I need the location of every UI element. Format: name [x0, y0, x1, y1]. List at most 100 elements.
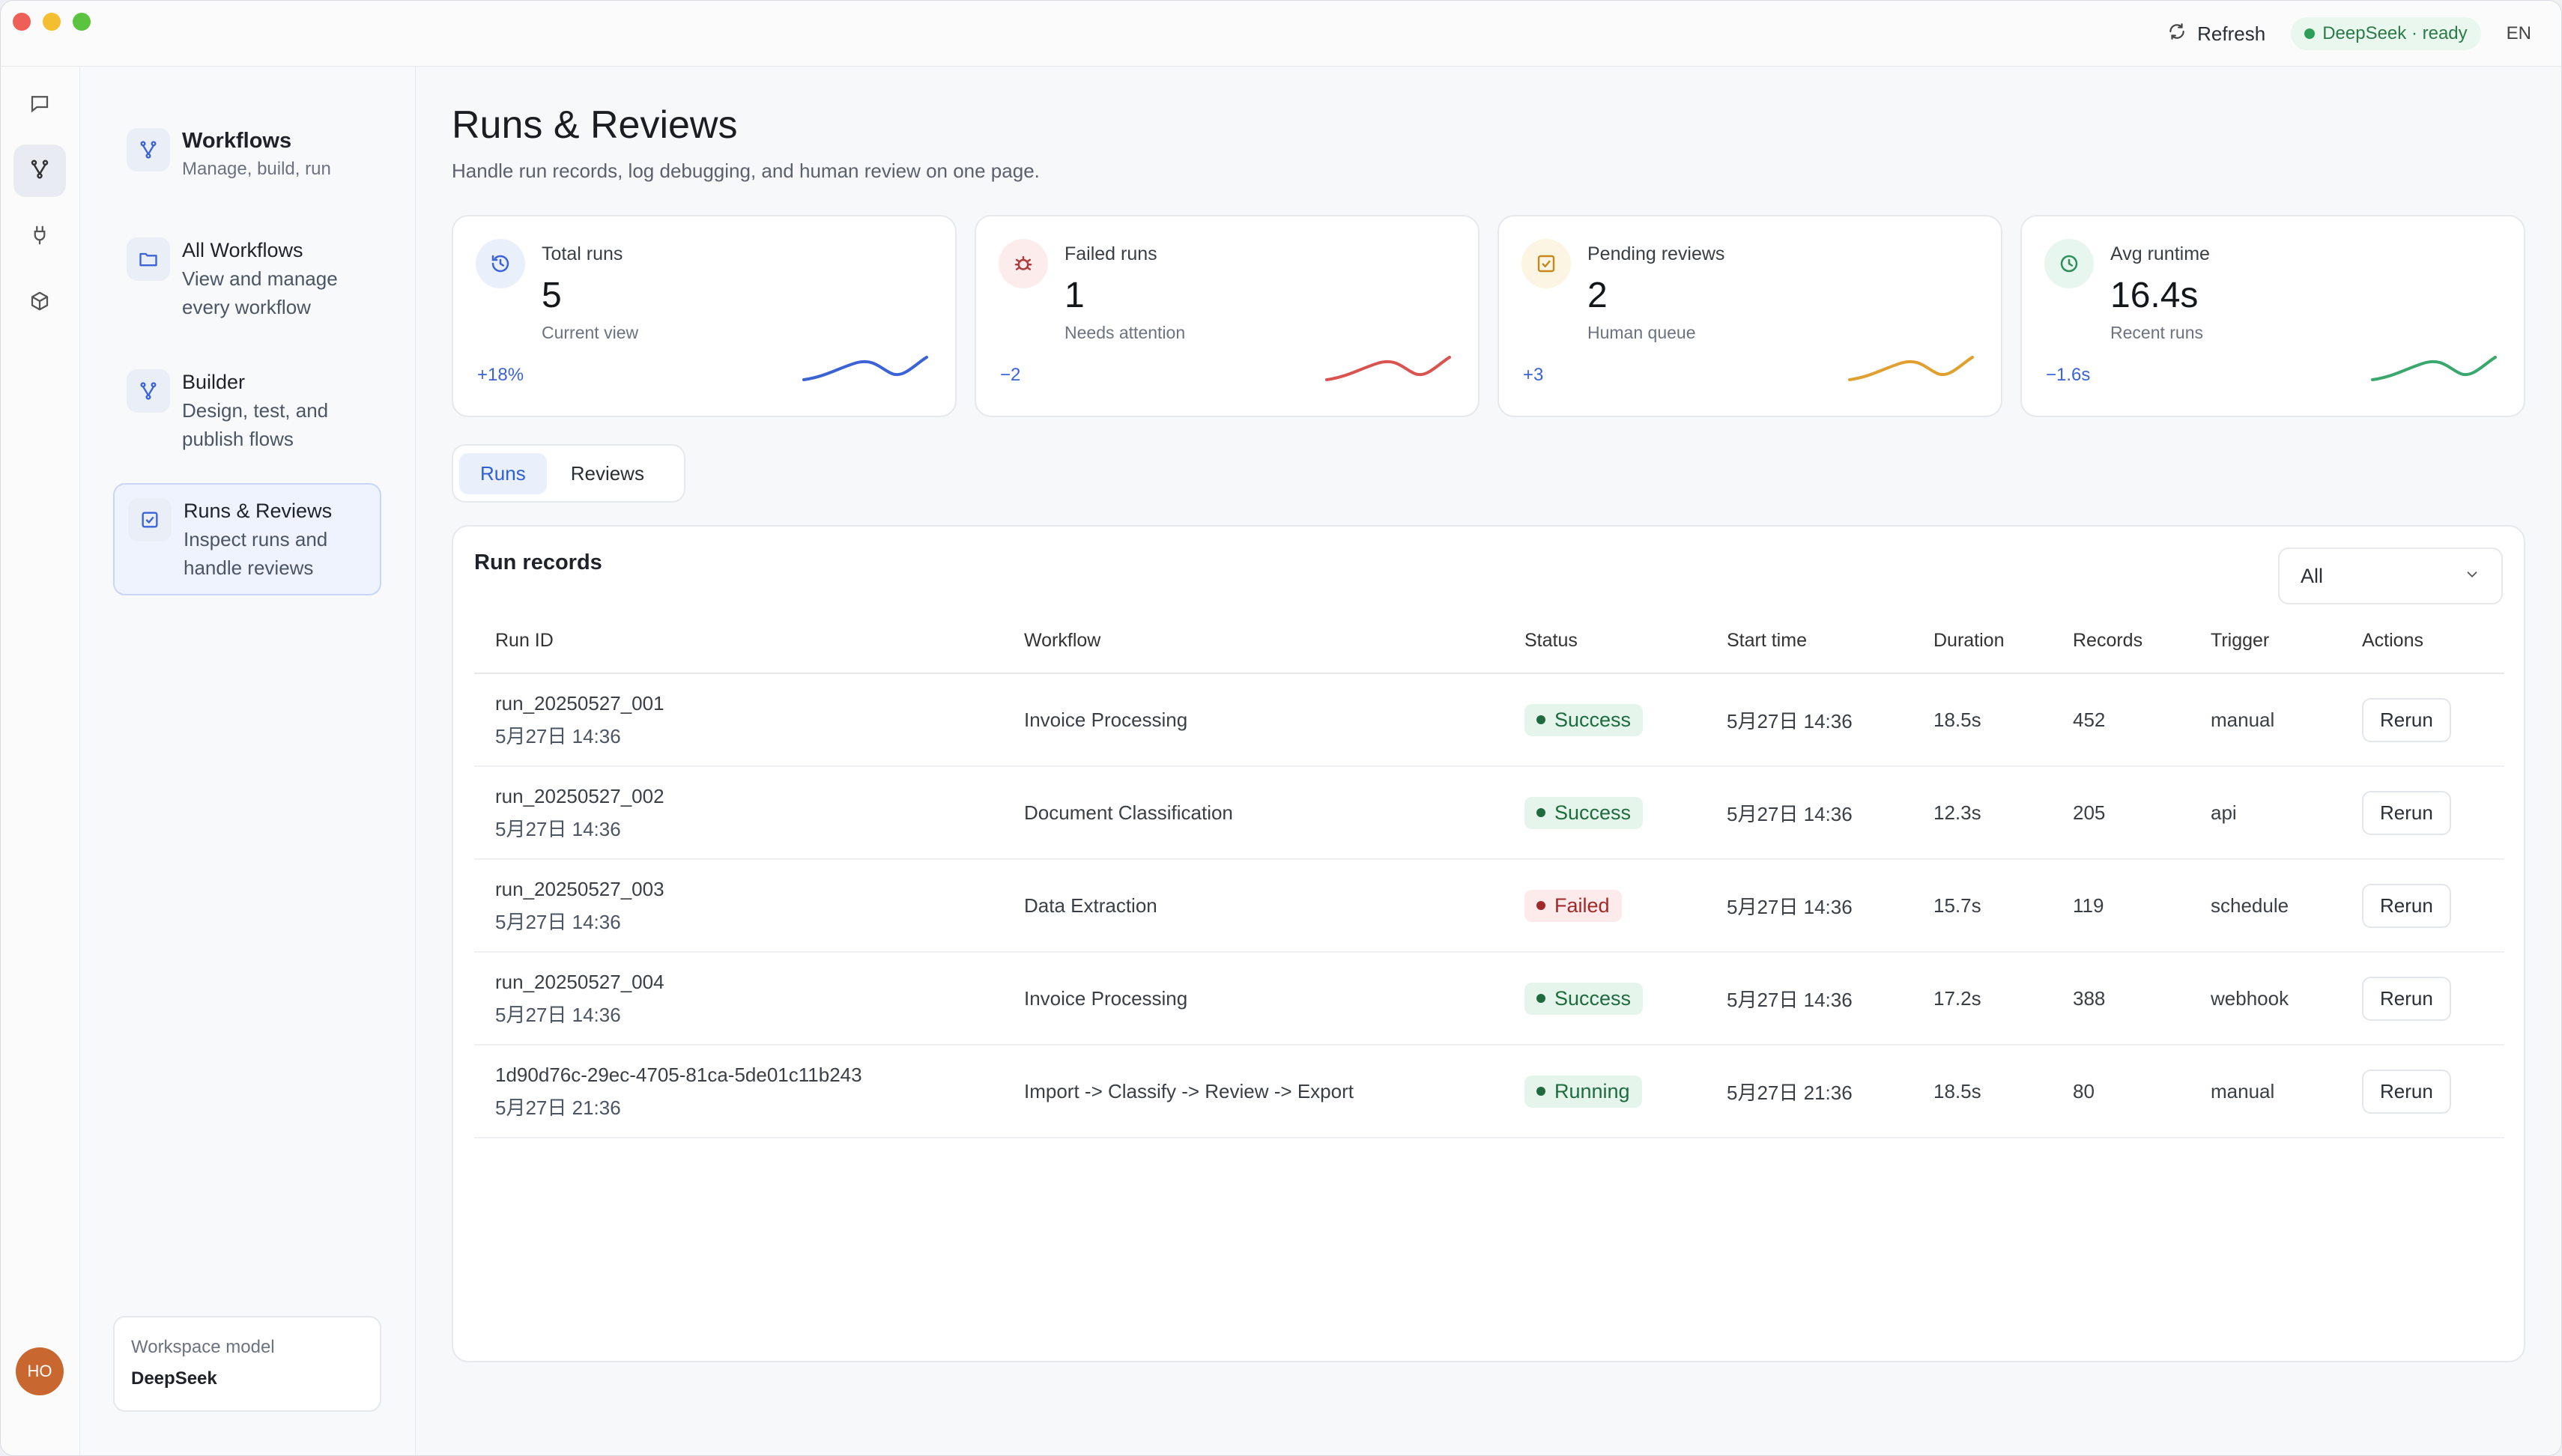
rail-packages-button[interactable] [13, 276, 66, 329]
folder-icon [127, 237, 170, 281]
stat-card-total-runs: Total runs 5 Current view +18% [452, 215, 957, 417]
column-header[interactable]: Trigger [2211, 609, 2362, 674]
status-filter-select[interactable]: All [2278, 547, 2503, 604]
chevron-down-icon [2464, 565, 2480, 588]
status-badge: Success [1524, 703, 1644, 736]
tab-reviews[interactable]: Reviews [570, 461, 644, 485]
maximize-window-button[interactable] [73, 13, 91, 31]
run-id: run_20250527_003 [495, 878, 664, 900]
checkbox-icon [128, 498, 172, 542]
status-dot-icon [1536, 994, 1545, 1003]
stat-label: Pending reviews [1587, 243, 1725, 264]
rerun-button[interactable]: Rerun [2362, 883, 2451, 928]
sidebar-item-builder[interactable]: Builder Design, test, and publish flows [113, 356, 381, 465]
rail-plugins-button[interactable] [13, 210, 66, 263]
status-badge: Success [1524, 796, 1644, 829]
status-dot-icon [1536, 1087, 1545, 1096]
sidebar-item-desc: View and manage every workflow [182, 267, 338, 318]
language-switch[interactable]: EN [2506, 23, 2531, 43]
run-duration: 18.5s [1933, 1045, 2073, 1138]
minimize-window-button[interactable] [43, 13, 61, 31]
run-duration: 17.2s [1933, 952, 2073, 1046]
rerun-button[interactable]: Rerun [2362, 790, 2451, 835]
title-bar: Refresh DeepSeek · ready EN [1, 1, 2561, 67]
refresh-icon [2167, 22, 2187, 46]
clock-icon [2044, 239, 2094, 288]
stat-card-avg-runtime: Avg runtime 16.4s Recent runs −1.6s [2020, 215, 2525, 417]
status-dot-icon [1536, 901, 1545, 910]
refresh-button[interactable]: Refresh [2167, 22, 2265, 46]
status-badge: Running [1524, 1075, 1642, 1108]
stat-label: Failed runs [1065, 243, 1157, 264]
model-status-text: DeepSeek · ready [2322, 23, 2468, 43]
column-header[interactable]: Status [1524, 609, 1727, 674]
tab-runs[interactable]: Runs [459, 452, 547, 494]
run-trigger: api [2211, 766, 2362, 860]
window-controls [13, 13, 91, 31]
table-row[interactable]: run_20250527_004 5月27日 14:36 Invoice Proc… [474, 952, 2504, 1046]
run-start-time: 5月27日 21:36 [1727, 1045, 1933, 1138]
sidebar-item-all-workflows[interactable]: All Workflows View and manage every work… [113, 224, 381, 333]
run-workflow: Document Classification [1024, 766, 1524, 860]
run-date: 5月27日 14:36 [495, 911, 621, 933]
rerun-button[interactable]: Rerun [2362, 1069, 2451, 1114]
workflow-icon [127, 369, 170, 413]
check-square-icon [1521, 239, 1571, 288]
column-header: Actions [2362, 609, 2504, 674]
stat-delta: +18% [477, 365, 524, 385]
run-workflow: Invoice Processing [1024, 673, 1524, 767]
table-row[interactable]: run_20250527_003 5月27日 14:36 Data Extract… [474, 859, 2504, 953]
sidebar-item-label: Builder [182, 371, 246, 393]
sidebar-header-title: Workflows [182, 129, 292, 153]
status-badge: Success [1524, 982, 1644, 1015]
run-id: run_20250527_001 [495, 692, 664, 715]
run-trigger: schedule [2211, 859, 2362, 953]
sidebar-item-runs-reviews[interactable]: Runs & Reviews Inspect runs and handle r… [113, 483, 381, 595]
run-date: 5月27日 21:36 [495, 1096, 621, 1119]
column-header[interactable]: Records [2073, 609, 2211, 674]
page-subtitle: Handle run records, log debugging, and h… [452, 160, 1040, 182]
model-status-badge: DeepSeek · ready [2291, 17, 2481, 50]
sparkline-failed-runs [1325, 356, 1451, 381]
plug-icon [28, 224, 51, 250]
workflow-icon [28, 158, 51, 184]
rail-chat-button[interactable] [13, 79, 66, 131]
rerun-button[interactable]: Rerun [2362, 697, 2451, 742]
status-badge: Failed [1524, 889, 1622, 922]
table-row[interactable]: 1d90d76c-29ec-4705-81ca-5de01c11b243 5月27… [474, 1045, 2504, 1138]
stat-hint: Recent runs [2110, 323, 2204, 342]
stat-delta: +3 [1523, 365, 1544, 385]
close-window-button[interactable] [13, 13, 31, 31]
rerun-button[interactable]: Rerun [2362, 976, 2451, 1021]
column-header[interactable]: Workflow [1024, 609, 1524, 674]
status-text: Success [1554, 708, 1632, 731]
sparkline-pending-reviews [1848, 356, 1974, 381]
table-row[interactable]: run_20250527_001 5月27日 14:36 Invoice Proc… [474, 673, 2504, 767]
run-records: 388 [2073, 952, 2211, 1046]
run-records-panel: Run records All Run ID Workflow Status S… [452, 525, 2525, 1362]
rail-workflows-button[interactable] [13, 145, 66, 197]
stat-card-pending-reviews: Pending reviews 2 Human queue +3 [1497, 215, 2002, 417]
panel-title: Run records [474, 550, 602, 574]
bug-icon [999, 239, 1048, 288]
avatar[interactable]: HO [16, 1347, 64, 1395]
sidebar-header: Workflows Manage, build, run [113, 115, 381, 195]
run-trigger: manual [2211, 1045, 2362, 1138]
table-row[interactable]: run_20250527_002 5月27日 14:36 Document Cla… [474, 766, 2504, 860]
box-icon [28, 290, 51, 316]
column-header[interactable]: Start time [1727, 609, 1933, 674]
run-duration: 12.3s [1933, 766, 2073, 860]
run-trigger: webhook [2211, 952, 2362, 1046]
stat-card-failed-runs: Failed runs 1 Needs attention −2 [975, 215, 1480, 417]
sidebar: Workflows Manage, build, run All Workflo… [80, 67, 416, 1455]
workspace-model-box[interactable]: Workspace model DeepSeek [113, 1316, 381, 1412]
column-header[interactable]: Duration [1933, 609, 2073, 674]
status-text: Failed [1554, 894, 1610, 917]
column-header[interactable]: Run ID [474, 609, 1024, 674]
status-dot-icon [2304, 28, 2316, 39]
stat-value: 1 [1065, 276, 1085, 315]
page-title: Runs & Reviews [452, 103, 738, 147]
workspace-model-label: Workspace model [131, 1337, 275, 1357]
run-workflow: Import -> Classify -> Review -> Export [1024, 1045, 1524, 1138]
